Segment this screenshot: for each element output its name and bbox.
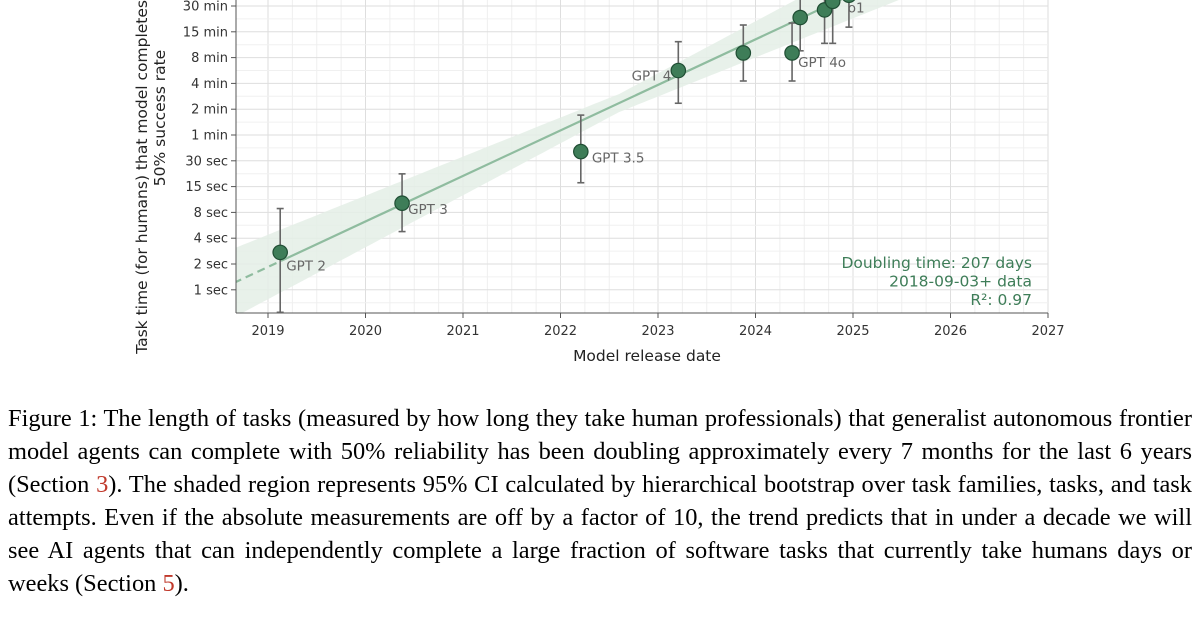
caption-section-ref-2[interactable]: 5 <box>162 570 175 597</box>
x-tick-label: 2019 <box>251 324 284 339</box>
x-tick-label: 2025 <box>836 324 869 339</box>
data-point <box>792 9 808 26</box>
trend-annotation-line: Doubling time: 207 days <box>841 254 1032 272</box>
y-tick-label: 1 min <box>191 129 228 144</box>
data-point <box>842 0 856 4</box>
point-label: GPT 3 <box>408 202 448 218</box>
data-point <box>784 45 800 61</box>
y-tick-label: 2 min <box>191 103 228 118</box>
y-tick-label: 15 min <box>183 25 228 40</box>
trend-annotation-line: R²: 0.97 <box>970 291 1032 309</box>
y-tick-label: 30 sec <box>185 154 228 169</box>
y-axis-title-line-2: 50% success rate <box>151 50 169 186</box>
y-tick-label: 15 sec <box>185 180 228 195</box>
figure-chart: 1 sec 2 sec 4 sec 8 sec 15 sec 30 sec 1 min 2 m… <box>133 0 1065 365</box>
x-tick-label: 2027 <box>1031 324 1064 339</box>
y-tick-label: 4 sec <box>194 232 228 247</box>
caption-section-ref-1[interactable]: 3 <box>96 471 109 498</box>
x-tick-label: 2022 <box>544 324 577 339</box>
x-tick-label: 2024 <box>739 324 772 339</box>
x-tick-label: 2023 <box>641 324 674 339</box>
data-point <box>824 0 841 10</box>
caption-text-suffix: ). <box>174 570 189 597</box>
data-point <box>670 62 687 79</box>
y-tick-label: 1 sec <box>194 283 228 298</box>
data-point <box>735 45 752 61</box>
y-tick-label: 8 sec <box>194 206 228 221</box>
data-point <box>394 195 410 212</box>
y-tick-label: 2 sec <box>194 258 228 273</box>
task-length-chart: 1 sec 2 sec 4 sec 8 sec 15 sec 30 sec 1 min 2 m… <box>133 0 1065 365</box>
point-label: GPT 4 <box>632 69 672 85</box>
y-tick-label: 30 min <box>183 0 228 15</box>
y-tick-label: 8 min <box>191 51 228 66</box>
figure-caption: Figure 1: The length of tasks (measured … <box>8 402 1192 600</box>
trend-annotation-line: 2018-09-03+ data <box>889 273 1032 291</box>
y-axis-title-line-1: Task time (for humans) that model comple… <box>133 0 151 355</box>
x-axis-title: Model release date <box>573 347 721 365</box>
point-label: GPT 3.5 <box>592 151 645 167</box>
caption-text-middle: ). The shaded region represents 95% CI c… <box>8 471 1192 597</box>
x-tick-label: 2021 <box>446 324 479 339</box>
caption-text-prefix: Figure 1: The length of tasks (measured … <box>8 405 1192 498</box>
y-tick-label: 4 min <box>191 77 228 92</box>
point-label: GPT 2 <box>286 258 326 274</box>
data-point <box>573 143 589 160</box>
x-tick-label: 2026 <box>934 324 967 339</box>
data-points: GPT 2 GPT 3 GPT 3.5 GPT 4 GPT 4o o1 <box>272 0 865 313</box>
data-point <box>272 244 288 261</box>
point-label: o1 <box>848 0 865 16</box>
trend-line-extrapolated <box>236 256 288 284</box>
point-label: GPT 4o <box>798 55 846 71</box>
x-tick-label: 2020 <box>349 324 382 339</box>
